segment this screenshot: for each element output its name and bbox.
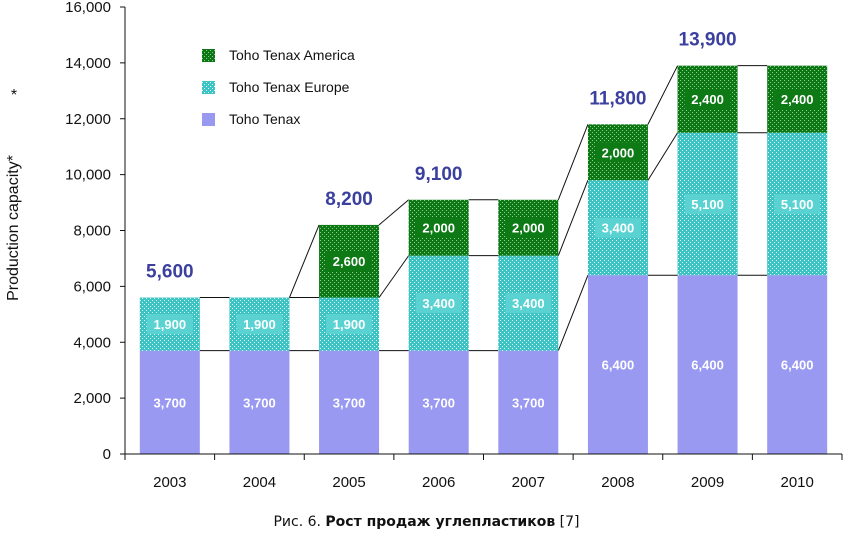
total-label-2005: 8,200 bbox=[325, 189, 373, 210]
segment-label-bg-2010-2 bbox=[774, 89, 821, 110]
segment-label-2005-2: 2,600 bbox=[333, 254, 366, 269]
figure-caption: Рис. 6. Рост продаж углепластиков [7] bbox=[0, 514, 853, 530]
segment-label-bg-2009-2 bbox=[684, 89, 731, 110]
y-tick-label-2: 4,000 bbox=[73, 334, 111, 351]
legend-label-1: Toho Tenax Europe bbox=[229, 79, 350, 95]
bar-tenax-2006 bbox=[408, 350, 469, 454]
total-label-2008: 11,800 bbox=[589, 88, 646, 109]
segment-label-bg-2005-2 bbox=[326, 251, 373, 272]
segment-label-bg-2003-1 bbox=[146, 314, 193, 335]
bar-tenax-2010 bbox=[767, 275, 828, 454]
segment-label-2009-1: 5,100 bbox=[691, 197, 724, 212]
total-label-2006: 9,100 bbox=[415, 164, 463, 185]
legend-swatch-0 bbox=[202, 49, 215, 62]
segment-label-2004-0: 3,700 bbox=[243, 395, 276, 410]
axes: 2003 2004 2005 2006 2007 2008 2009 2010 0 2,000 4,… bbox=[5, 0, 843, 491]
y-tick-label-0: 0 bbox=[103, 446, 111, 463]
segment-label-2007-2: 2,000 bbox=[512, 221, 545, 236]
segment-label-2006-0: 3,700 bbox=[422, 395, 455, 410]
segment-label-bg-2007-2 bbox=[505, 217, 552, 238]
legend: Toho Tenax America Toho Tenax Europe Toho … bbox=[202, 47, 355, 127]
x-tick-2008: 2008 bbox=[601, 474, 634, 491]
segment-label-2007-1: 3,400 bbox=[512, 296, 545, 311]
segment-label-2010-1: 5,100 bbox=[781, 197, 814, 212]
x-tick-2007: 2007 bbox=[512, 474, 545, 491]
segment-label-bg-2005-1 bbox=[326, 314, 373, 335]
segment-label-bg-2010-1 bbox=[774, 193, 821, 214]
segment-label-2009-0: 6,400 bbox=[691, 358, 724, 373]
caption-ref: [7] bbox=[555, 514, 580, 530]
y-tick-label-7: 14,000 bbox=[65, 55, 111, 72]
connector-2008-2 bbox=[647, 132, 678, 181]
connector-2005-2 bbox=[378, 255, 410, 298]
segment-label-2006-2: 2,000 bbox=[422, 221, 455, 236]
total-label-2003: 5,600 bbox=[146, 262, 194, 283]
connector-lines bbox=[199, 65, 768, 352]
y-tick-label-6: 12,000 bbox=[65, 111, 111, 128]
segment-label-bg-2008-1 bbox=[594, 217, 641, 238]
x-tick-2009: 2009 bbox=[691, 474, 724, 491]
x-tick-2006: 2006 bbox=[422, 474, 455, 491]
connector-2007-3 bbox=[557, 124, 589, 200]
segment-label-2005-0: 3,700 bbox=[333, 395, 366, 410]
bar-tenax-2004 bbox=[229, 350, 290, 454]
total-label-2009: 13,900 bbox=[679, 30, 737, 51]
segment-label-bg-2006-1 bbox=[415, 293, 462, 314]
connector-2007-1 bbox=[557, 275, 589, 351]
x-tick-2003: 2003 bbox=[153, 474, 186, 491]
segment-label-bg-2006-2 bbox=[415, 217, 462, 238]
y-axis-footnote-mark: * bbox=[11, 87, 17, 104]
segment-label-2010-0: 6,400 bbox=[781, 358, 814, 373]
segment-label-bg-2004-1 bbox=[236, 314, 283, 335]
segment-label-bg-2007-1 bbox=[505, 293, 552, 314]
legend-label-0: Toho Tenax America bbox=[229, 47, 355, 63]
segment-label-2010-2: 2,400 bbox=[781, 92, 814, 107]
bar-tenax-2009 bbox=[677, 275, 738, 454]
segment-label-2008-2: 2,000 bbox=[602, 145, 635, 160]
y-axis-label: Production capacity* bbox=[5, 155, 22, 301]
bar-tenax-2005 bbox=[319, 350, 380, 454]
connector-2005-3 bbox=[378, 199, 410, 226]
segment-label-2009-2: 2,400 bbox=[691, 92, 724, 107]
segment-label-2004-1: 1,900 bbox=[243, 317, 276, 332]
y-tick-label-5: 10,000 bbox=[65, 167, 111, 184]
connector-2007-2 bbox=[557, 180, 589, 256]
bar-tenax-2007 bbox=[498, 350, 559, 454]
legend-swatch-2 bbox=[202, 113, 215, 126]
segment-label-2007-0: 3,700 bbox=[512, 395, 545, 410]
bars: 3,700 1,900 5,600 3,700 1,900 3,700 1,900 2,600… bbox=[139, 30, 828, 454]
segment-label-2005-1: 1,900 bbox=[333, 317, 366, 332]
segment-label-bg-2009-1 bbox=[684, 193, 731, 214]
segment-label-2008-0: 6,400 bbox=[602, 358, 635, 373]
caption-title: Рост продаж углепластиков bbox=[325, 514, 556, 530]
connector-2008-3 bbox=[647, 65, 679, 125]
y-tick-label-3: 6,000 bbox=[73, 278, 111, 295]
bar-tenax-2003 bbox=[139, 350, 200, 454]
segment-label-2008-1: 3,400 bbox=[602, 221, 635, 236]
segment-label-2006-1: 3,400 bbox=[422, 296, 455, 311]
y-tick-label-4: 8,000 bbox=[73, 223, 111, 240]
x-tick-2004: 2004 bbox=[243, 474, 276, 491]
segment-label-bg-2008-2 bbox=[594, 142, 641, 163]
connector-2004-3 bbox=[288, 224, 320, 298]
segment-label-2003-1: 1,900 bbox=[154, 317, 187, 332]
y-tick-label-8: 16,000 bbox=[65, 0, 111, 16]
legend-label-2: Toho Tenax bbox=[229, 111, 300, 127]
x-tick-2005: 2005 bbox=[332, 474, 365, 491]
caption-prefix: Рис. 6. bbox=[273, 514, 326, 530]
legend-swatch-1 bbox=[202, 81, 215, 94]
y-tick-label-1: 2,000 bbox=[73, 390, 111, 407]
segment-label-2003-0: 3,700 bbox=[154, 395, 187, 410]
bar-tenax-2008 bbox=[587, 275, 648, 454]
x-tick-2010: 2010 bbox=[781, 474, 814, 491]
